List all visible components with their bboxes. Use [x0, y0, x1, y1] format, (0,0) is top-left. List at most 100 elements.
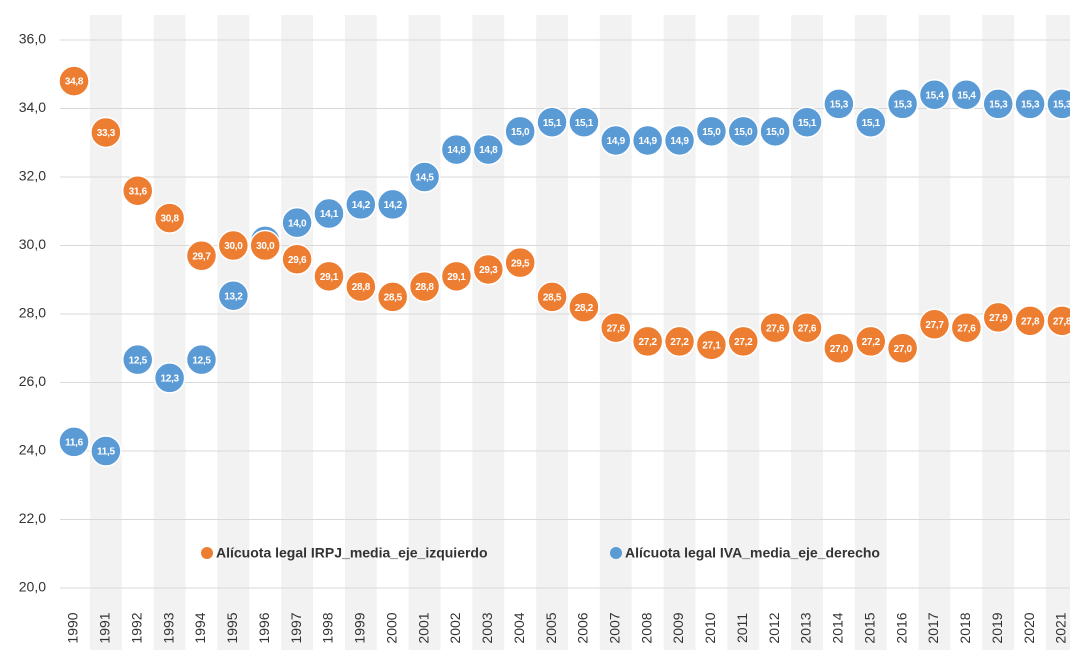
- data-point: [727, 115, 760, 148]
- x-tick-label: 2002: [447, 612, 463, 643]
- column-band: [89, 15, 122, 650]
- data-point: [345, 270, 377, 303]
- x-tick-label: 2009: [670, 612, 686, 643]
- data-point: [440, 260, 473, 293]
- data-label: 30,0: [256, 241, 275, 252]
- data-point: [855, 106, 887, 138]
- data-label: 30,8: [160, 214, 179, 225]
- x-tick-label: 2005: [543, 612, 559, 643]
- data-label: 15,3: [893, 100, 912, 111]
- y-tick-label: 26,0: [19, 373, 46, 389]
- data-label: 14,1: [320, 209, 339, 220]
- data-label: 27,6: [798, 323, 817, 334]
- x-tick-label: 2018: [957, 612, 973, 643]
- data-label: 33,3: [97, 128, 116, 139]
- data-point: [791, 106, 823, 138]
- data-point: [759, 311, 791, 344]
- data-point: [440, 133, 473, 166]
- data-label: 14,0: [288, 218, 307, 229]
- data-label: 29,5: [511, 258, 530, 269]
- data-point: [600, 124, 632, 157]
- data-label: 27,1: [702, 340, 721, 351]
- data-point: [982, 88, 1014, 120]
- data-label: 29,3: [479, 265, 498, 276]
- x-tick-label: 2012: [766, 612, 782, 643]
- data-label: 27,6: [957, 323, 976, 334]
- column-band: [217, 15, 250, 650]
- data-label: 27,2: [862, 337, 881, 348]
- data-label: 12,5: [129, 355, 148, 366]
- y-tick-label: 32,0: [19, 168, 46, 184]
- x-tick-label: 2004: [511, 612, 527, 643]
- data-label: 15,4: [957, 90, 976, 101]
- data-label: 14,9: [670, 136, 689, 147]
- data-label: 27,0: [830, 344, 849, 355]
- data-label: 27,6: [766, 323, 785, 334]
- data-label: 14,9: [639, 136, 658, 147]
- x-tick-label: 2017: [925, 612, 941, 643]
- data-point: [153, 362, 186, 394]
- x-tick-label: 2003: [479, 612, 495, 643]
- data-label: 14,2: [352, 200, 371, 211]
- data-point: [472, 133, 505, 166]
- data-label: 29,1: [447, 272, 466, 283]
- legend-marker: [610, 547, 622, 559]
- data-point: [536, 106, 568, 138]
- y-tick-label: 20,0: [19, 579, 46, 595]
- data-point: [918, 79, 951, 111]
- data-point: [504, 246, 536, 279]
- data-label: 12,5: [192, 355, 211, 366]
- y-tick-label: 28,0: [19, 305, 46, 321]
- data-point: [886, 88, 919, 120]
- data-point: [695, 115, 728, 148]
- x-tick-label: 2015: [861, 612, 877, 643]
- data-label: 15,1: [575, 118, 594, 129]
- data-point: [472, 253, 505, 286]
- x-tick-label: 2014: [830, 612, 846, 643]
- column-band: [281, 15, 314, 650]
- x-tick-label: 2000: [383, 612, 399, 643]
- data-label: 27,2: [734, 337, 753, 348]
- data-point: [1046, 88, 1070, 120]
- data-point: [600, 311, 632, 344]
- data-label: 14,8: [479, 145, 498, 156]
- y-tick-label: 22,0: [19, 510, 46, 526]
- data-point: [313, 260, 345, 293]
- x-tick-label: 2019: [989, 612, 1005, 643]
- data-point: [950, 79, 983, 111]
- x-tick-label: 1992: [128, 612, 144, 643]
- data-label: 29,1: [320, 272, 339, 283]
- data-point: [568, 291, 600, 323]
- x-tick-label: 1993: [160, 612, 176, 643]
- data-label: 11,6: [65, 438, 83, 449]
- data-point: [58, 426, 90, 458]
- y-tick-label: 34,0: [19, 99, 46, 115]
- data-label: 15,1: [862, 118, 881, 129]
- data-label: 27,2: [639, 337, 658, 348]
- x-tick-label: 1999: [352, 612, 368, 643]
- data-label: 27,7: [925, 320, 944, 331]
- data-point: [950, 311, 983, 344]
- data-point: [217, 229, 250, 262]
- y-tick-label: 24,0: [19, 442, 46, 458]
- data-point: [281, 243, 313, 275]
- data-label: 15,1: [798, 118, 817, 129]
- data-point: [663, 124, 696, 157]
- data-point: [791, 311, 823, 344]
- column-band: [153, 15, 186, 650]
- x-tick-label: 1994: [192, 612, 208, 643]
- data-point: [695, 329, 728, 361]
- data-label: 30,0: [224, 241, 243, 252]
- data-point: [376, 188, 409, 221]
- data-label: 15,0: [734, 127, 753, 138]
- data-point: [855, 325, 887, 358]
- data-label: 29,6: [288, 255, 307, 266]
- data-point: [1046, 305, 1070, 337]
- data-point: [185, 240, 218, 272]
- x-tick-label: 2010: [702, 612, 718, 643]
- data-label: 31,6: [129, 186, 148, 197]
- data-point: [1014, 305, 1046, 337]
- data-point: [281, 206, 313, 239]
- data-point: [918, 308, 951, 341]
- data-label: 12,3: [160, 374, 179, 385]
